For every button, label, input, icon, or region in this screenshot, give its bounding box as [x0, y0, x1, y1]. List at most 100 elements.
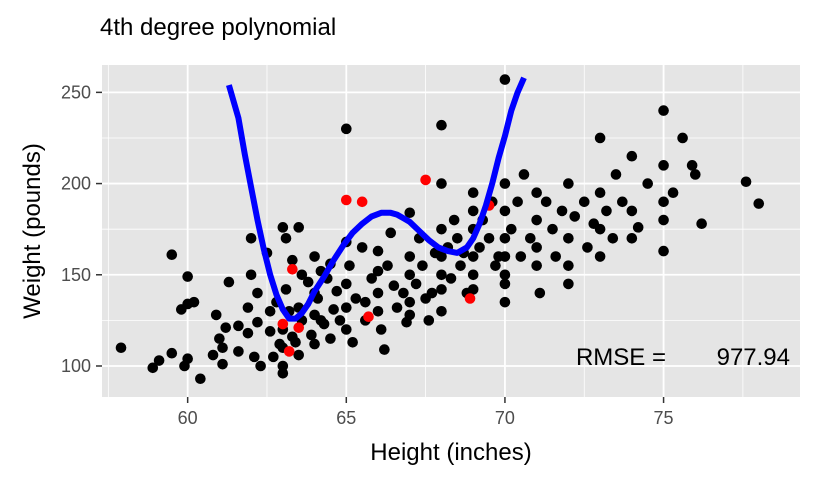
data-point	[290, 336, 301, 348]
data-point	[334, 315, 346, 326]
data-point	[410, 278, 422, 290]
data-point	[115, 342, 127, 354]
data-point	[540, 196, 552, 208]
data-point	[242, 327, 254, 339]
data-point	[385, 227, 397, 239]
data-point	[245, 232, 257, 244]
data-point	[740, 176, 752, 188]
data-point	[356, 242, 368, 253]
highlighted-point	[277, 318, 289, 330]
data-point	[610, 169, 622, 180]
data-point	[563, 260, 574, 271]
data-point	[658, 214, 669, 226]
data-point	[182, 271, 193, 282]
data-point	[518, 169, 530, 180]
data-point	[505, 223, 517, 235]
data-point	[398, 287, 409, 299]
points-layer	[115, 74, 765, 385]
data-point	[372, 245, 384, 257]
data-point	[436, 251, 447, 262]
y-axis-title: Weight (pounds)	[19, 143, 46, 319]
data-point	[436, 284, 447, 295]
data-point	[350, 293, 362, 304]
x-tick-label: 65	[336, 408, 356, 428]
data-point	[309, 338, 320, 350]
data-point	[331, 285, 343, 297]
data-point	[550, 251, 561, 262]
data-point	[582, 242, 593, 253]
rmse-value: 977.94	[717, 344, 790, 371]
data-point	[594, 251, 606, 262]
data-point	[531, 187, 542, 198]
data-point	[214, 333, 225, 344]
data-point	[388, 280, 400, 292]
rmse-label: RMSE =	[576, 344, 666, 371]
data-point	[483, 232, 495, 244]
data-point	[658, 196, 669, 208]
data-point	[686, 160, 698, 171]
data-point	[467, 187, 479, 198]
data-point	[490, 260, 501, 271]
data-point	[233, 346, 244, 357]
data-point	[499, 296, 511, 308]
data-point	[436, 305, 447, 317]
data-point	[341, 278, 352, 290]
data-point	[642, 178, 654, 189]
data-point	[578, 196, 590, 208]
data-point	[293, 349, 305, 361]
data-point	[153, 355, 165, 366]
data-point	[499, 269, 511, 281]
data-point	[328, 304, 339, 315]
data-point	[594, 187, 606, 198]
data-point	[512, 196, 523, 208]
data-point	[245, 269, 257, 281]
data-point	[372, 287, 384, 299]
data-point	[344, 260, 355, 271]
data-point	[467, 205, 479, 217]
data-point	[166, 249, 178, 261]
data-point	[280, 232, 292, 244]
data-point	[531, 242, 542, 253]
data-point	[404, 207, 416, 219]
data-point	[436, 269, 447, 281]
data-point	[626, 205, 638, 217]
y-tick-label: 250	[61, 82, 91, 102]
highlighted-point	[287, 264, 298, 275]
data-point	[525, 232, 536, 244]
data-point	[617, 196, 628, 208]
data-point	[499, 74, 511, 85]
data-point	[607, 232, 619, 244]
data-point	[366, 273, 377, 284]
data-point	[210, 309, 222, 321]
data-point	[220, 322, 232, 333]
data-point	[499, 178, 511, 189]
data-point	[233, 320, 244, 332]
fitted-curve	[226, 76, 527, 322]
data-point	[423, 315, 435, 326]
data-point	[375, 324, 387, 335]
data-point	[696, 218, 707, 230]
data-point	[601, 205, 612, 217]
data-point	[445, 273, 457, 284]
data-point	[404, 296, 416, 308]
data-point	[467, 269, 479, 281]
data-point	[499, 278, 511, 290]
plot-panel	[102, 65, 800, 397]
data-point	[436, 178, 447, 189]
highlighted-point	[356, 196, 368, 208]
data-point	[556, 205, 568, 217]
data-point	[404, 251, 416, 262]
data-point	[426, 287, 438, 299]
y-axis: 100 150 200 250	[61, 82, 102, 376]
data-point	[252, 287, 263, 299]
highlighted-point	[420, 174, 431, 186]
y-tick-label: 150	[61, 265, 91, 285]
data-point	[293, 222, 305, 233]
data-point	[499, 232, 511, 244]
data-point	[188, 296, 200, 308]
data-point	[626, 232, 638, 244]
data-point	[594, 223, 606, 235]
data-point	[531, 260, 542, 271]
x-tick-label: 70	[495, 408, 515, 428]
data-point	[347, 336, 358, 348]
